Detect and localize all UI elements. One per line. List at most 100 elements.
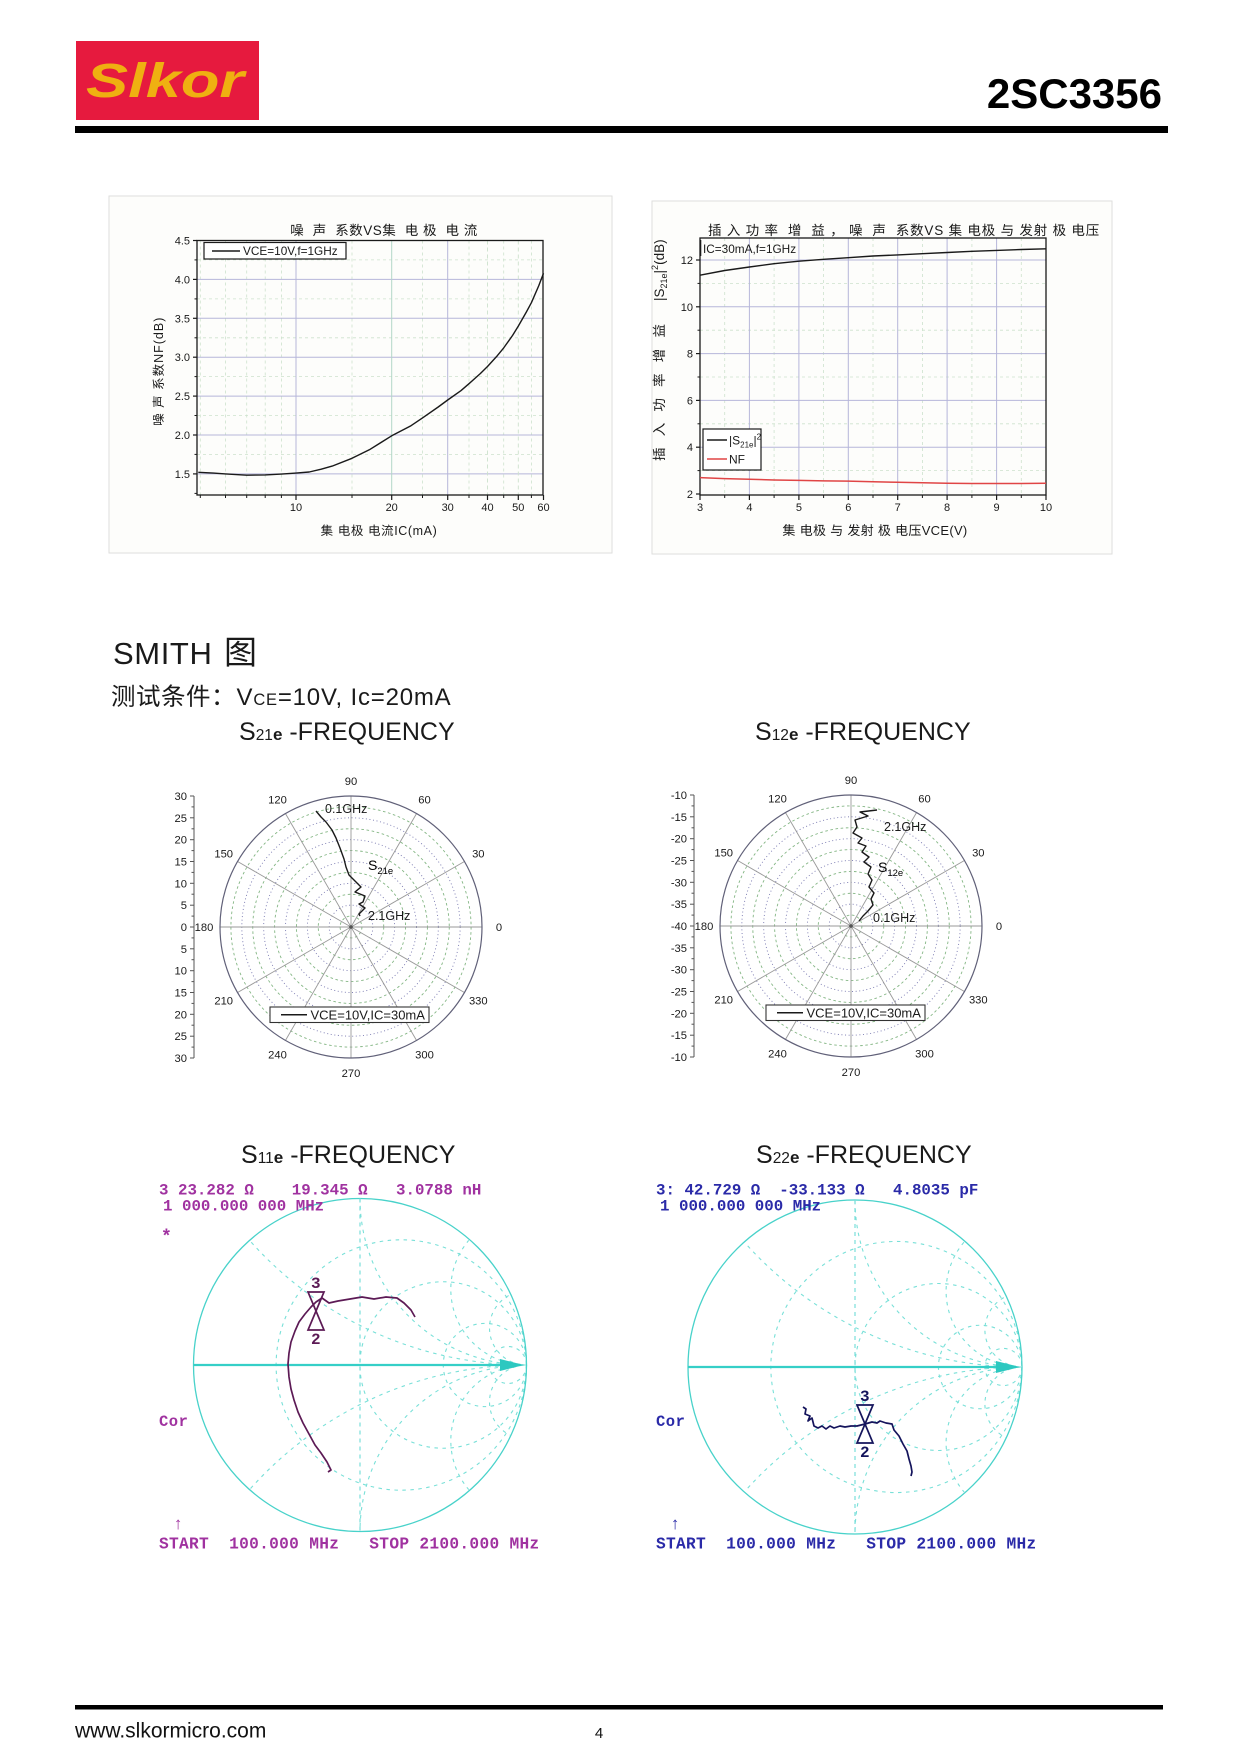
svg-text:10: 10 xyxy=(1040,502,1052,514)
svg-text:5: 5 xyxy=(181,944,187,956)
svg-text:3: 3 xyxy=(311,1275,321,1293)
svg-text:5: 5 xyxy=(796,502,802,514)
svg-text:30: 30 xyxy=(972,848,984,860)
svg-text:-35: -35 xyxy=(671,943,687,955)
svg-text:2.5: 2.5 xyxy=(175,391,190,403)
svg-text:VS: VS xyxy=(363,223,382,238)
svg-text:330: 330 xyxy=(969,995,988,1007)
svg-text:150: 150 xyxy=(714,848,733,860)
svg-text:2.0: 2.0 xyxy=(175,430,190,442)
svg-text:0.1GHz: 0.1GHz xyxy=(873,911,915,925)
svg-text:-35: -35 xyxy=(671,899,687,911)
svg-text:IC=30mA,f=1GHz: IC=30mA,f=1GHz xyxy=(703,242,796,256)
svg-text:5: 5 xyxy=(181,900,187,912)
svg-text:3: 42.729 Ω -33.133 Ω 4.803: 3: 42.729 Ω -33.133 Ω 4.8035 pF xyxy=(656,1182,978,1200)
svg-text:180: 180 xyxy=(695,921,714,933)
svg-text:90: 90 xyxy=(345,776,357,788)
svg-text:0: 0 xyxy=(496,922,502,934)
svg-text:60: 60 xyxy=(537,502,549,514)
svg-text:-25: -25 xyxy=(671,987,687,999)
svg-text:2.1GHz: 2.1GHz xyxy=(884,820,926,834)
svg-text:S11e -FREQUENCY: S11e -FREQUENCY xyxy=(241,1141,456,1169)
svg-text:1 000.000 000 MHz: 1 000.000 000 MHz xyxy=(163,1198,324,1216)
svg-text:VCE=10V,f=1GHz: VCE=10V,f=1GHz xyxy=(243,244,338,258)
svg-text:-20: -20 xyxy=(671,1008,687,1020)
svg-text:3: 3 xyxy=(860,1388,870,1406)
svg-text:IC(mA): IC(mA) xyxy=(394,524,437,538)
svg-text:-15: -15 xyxy=(671,1030,687,1042)
svg-text:8: 8 xyxy=(687,349,693,361)
svg-text:240: 240 xyxy=(768,1048,787,1060)
svg-text:10: 10 xyxy=(175,878,187,890)
svg-text:S22e -FREQUENCY: S22e -FREQUENCY xyxy=(756,1141,972,1169)
svg-text:2: 2 xyxy=(687,489,693,501)
svg-text:Cor: Cor xyxy=(159,1413,188,1431)
svg-text:S12e -FREQUENCY: S12e -FREQUENCY xyxy=(755,718,971,746)
svg-text:30: 30 xyxy=(472,849,484,861)
svg-text:www.slkormicro.com: www.slkormicro.com xyxy=(74,1720,266,1743)
svg-text:-40: -40 xyxy=(671,921,687,933)
svg-text:4.5: 4.5 xyxy=(175,236,190,248)
svg-text:2: 2 xyxy=(860,1444,870,1462)
svg-text:6: 6 xyxy=(845,502,851,514)
svg-text:120: 120 xyxy=(768,794,787,806)
svg-text:-10: -10 xyxy=(671,790,687,802)
svg-text:10: 10 xyxy=(681,302,693,314)
svg-text:270: 270 xyxy=(342,1068,361,1080)
svg-text:NF: NF xyxy=(729,453,745,467)
svg-text:50: 50 xyxy=(512,502,524,514)
svg-text:210: 210 xyxy=(714,995,733,1007)
svg-text:SMITH: SMITH xyxy=(113,636,212,671)
svg-text:90: 90 xyxy=(845,775,857,787)
svg-text:START 100.000 MHz STOP 2100: START 100.000 MHz STOP 2100.000 MHz xyxy=(656,1536,1037,1554)
svg-text:7: 7 xyxy=(895,502,901,514)
svg-text:-25: -25 xyxy=(671,856,687,868)
svg-text:Slkor: Slkor xyxy=(86,55,247,108)
svg-text:↑: ↑ xyxy=(173,1516,183,1535)
svg-text:10: 10 xyxy=(290,502,302,514)
svg-text:-20: -20 xyxy=(671,834,687,846)
svg-text:270: 270 xyxy=(842,1067,861,1079)
svg-text:30: 30 xyxy=(175,1053,187,1065)
svg-text:-10: -10 xyxy=(671,1052,687,1064)
svg-text:6: 6 xyxy=(687,395,693,407)
svg-text:4: 4 xyxy=(595,1725,603,1742)
svg-text:VS: VS xyxy=(924,223,944,238)
svg-text:VCE=10V,IC=30mA: VCE=10V,IC=30mA xyxy=(807,1006,922,1021)
svg-text:START 100.000 MHz STOP 2100: START 100.000 MHz STOP 2100.000 MHz xyxy=(159,1536,540,1554)
svg-text:10: 10 xyxy=(175,966,187,978)
svg-text:180: 180 xyxy=(195,922,214,934)
svg-text:15: 15 xyxy=(175,988,187,1000)
svg-text:3.0: 3.0 xyxy=(175,352,190,364)
svg-text:1 000.000 000 MHz: 1 000.000 000 MHz xyxy=(660,1198,821,1216)
svg-text:VCE=10V,IC=30mA: VCE=10V,IC=30mA xyxy=(311,1008,426,1023)
svg-text:12: 12 xyxy=(681,255,693,267)
svg-text:2: 2 xyxy=(311,1331,321,1349)
svg-text:240: 240 xyxy=(268,1049,287,1061)
svg-text:|S21e|2: |S21e|2 xyxy=(729,433,762,450)
svg-text:|S21e|2(dB): |S21e|2(dB) xyxy=(650,239,669,301)
svg-text:20: 20 xyxy=(386,502,398,514)
svg-text:30: 30 xyxy=(442,502,454,514)
svg-text:300: 300 xyxy=(915,1048,934,1060)
svg-text:2.1GHz: 2.1GHz xyxy=(368,909,410,923)
svg-text:2SC3356: 2SC3356 xyxy=(987,70,1162,117)
svg-text:3.5: 3.5 xyxy=(175,313,190,325)
svg-text:40: 40 xyxy=(481,502,493,514)
svg-text:15: 15 xyxy=(175,857,187,869)
svg-text:20: 20 xyxy=(175,835,187,847)
svg-text:25: 25 xyxy=(175,1031,187,1043)
svg-text:S21e -FREQUENCY: S21e -FREQUENCY xyxy=(239,718,455,746)
svg-text:↑: ↑ xyxy=(670,1516,680,1535)
svg-text:8: 8 xyxy=(944,502,950,514)
svg-text:9: 9 xyxy=(994,502,1000,514)
svg-text:30: 30 xyxy=(175,791,187,803)
svg-text:120: 120 xyxy=(268,795,287,807)
svg-text:60: 60 xyxy=(418,795,430,807)
svg-text:4.0: 4.0 xyxy=(175,274,190,286)
svg-text:3 23.282 Ω 19.345 Ω 3.078: 3 23.282 Ω 19.345 Ω 3.0788 nH xyxy=(159,1182,481,1200)
svg-text:150: 150 xyxy=(214,849,233,861)
svg-text:60: 60 xyxy=(918,794,930,806)
svg-text:330: 330 xyxy=(469,996,488,1008)
svg-text:4: 4 xyxy=(687,442,693,454)
